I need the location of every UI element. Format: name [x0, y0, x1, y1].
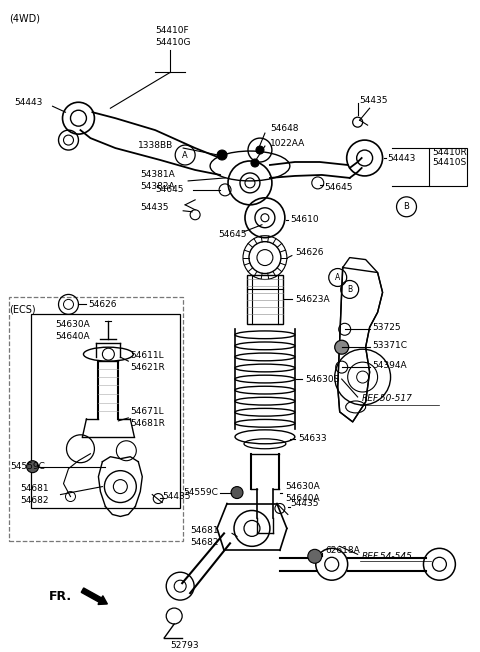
Text: REF.54-545: REF.54-545 [361, 552, 412, 561]
Text: REF.50-517: REF.50-517 [361, 394, 412, 404]
Text: B: B [404, 202, 409, 211]
Text: 54648: 54648 [270, 124, 299, 132]
Text: 54559C: 54559C [11, 462, 46, 471]
Circle shape [26, 461, 38, 473]
Text: A: A [182, 151, 188, 160]
Bar [31, 314, 180, 509]
Circle shape [308, 550, 322, 563]
Text: B: B [347, 285, 352, 294]
Text: 54435: 54435 [162, 492, 191, 501]
Text: 54630S: 54630S [305, 374, 339, 383]
Text: 54410F: 54410F [155, 26, 189, 35]
Text: 54394A: 54394A [372, 361, 407, 370]
Circle shape [231, 486, 243, 499]
Text: 54681: 54681 [190, 526, 219, 535]
Text: 54630A: 54630A [285, 482, 320, 491]
Text: 1022AA: 1022AA [270, 139, 305, 147]
Text: (ECS): (ECS) [9, 304, 36, 314]
Text: (4WD): (4WD) [9, 14, 40, 23]
Text: 54671L: 54671L [130, 408, 164, 417]
Circle shape [335, 340, 348, 354]
Circle shape [251, 159, 259, 167]
Bar [9, 297, 183, 541]
Text: A: A [335, 273, 340, 282]
Text: 54682: 54682 [190, 538, 219, 547]
Text: 54621R: 54621R [130, 363, 165, 372]
Circle shape [217, 150, 227, 160]
Text: 54443: 54443 [15, 98, 43, 107]
Bar [247, 274, 283, 324]
Text: 1338BB: 1338BB [138, 141, 174, 149]
Text: 54410G: 54410G [155, 38, 191, 47]
Text: 54640A: 54640A [285, 494, 320, 503]
Text: 54630A: 54630A [56, 319, 90, 329]
Text: 54611L: 54611L [130, 351, 164, 360]
Text: FR.: FR. [48, 589, 72, 602]
Text: 54443: 54443 [387, 153, 416, 162]
Text: 54645: 54645 [325, 183, 353, 192]
FancyArrow shape [81, 588, 108, 604]
Text: 54682: 54682 [21, 496, 49, 505]
Text: 54559C: 54559C [183, 488, 218, 497]
Text: 54381A: 54381A [140, 170, 175, 179]
Text: 54681R: 54681R [130, 419, 165, 428]
Text: 54626: 54626 [295, 248, 324, 257]
Text: 52793: 52793 [170, 642, 199, 651]
Text: 53725: 53725 [372, 323, 401, 332]
Text: 54681: 54681 [21, 484, 49, 493]
Text: 54435: 54435 [360, 96, 388, 105]
Text: 54410S: 54410S [432, 158, 467, 168]
Text: 54410R: 54410R [432, 147, 467, 156]
Text: 54633: 54633 [298, 434, 326, 443]
Text: 54610: 54610 [290, 215, 319, 224]
Text: 53371C: 53371C [372, 341, 408, 349]
Bar [430, 148, 468, 186]
Text: 54645: 54645 [218, 230, 247, 239]
Text: 54640A: 54640A [56, 332, 90, 341]
Text: 54645: 54645 [155, 185, 184, 194]
Text: 62618A: 62618A [326, 546, 360, 555]
Text: 54382A: 54382A [140, 183, 175, 192]
Circle shape [256, 146, 264, 154]
Text: 54435: 54435 [140, 203, 169, 213]
Text: 54626: 54626 [88, 300, 117, 309]
Text: 54623A: 54623A [295, 295, 329, 304]
Text: 54435: 54435 [290, 499, 318, 508]
